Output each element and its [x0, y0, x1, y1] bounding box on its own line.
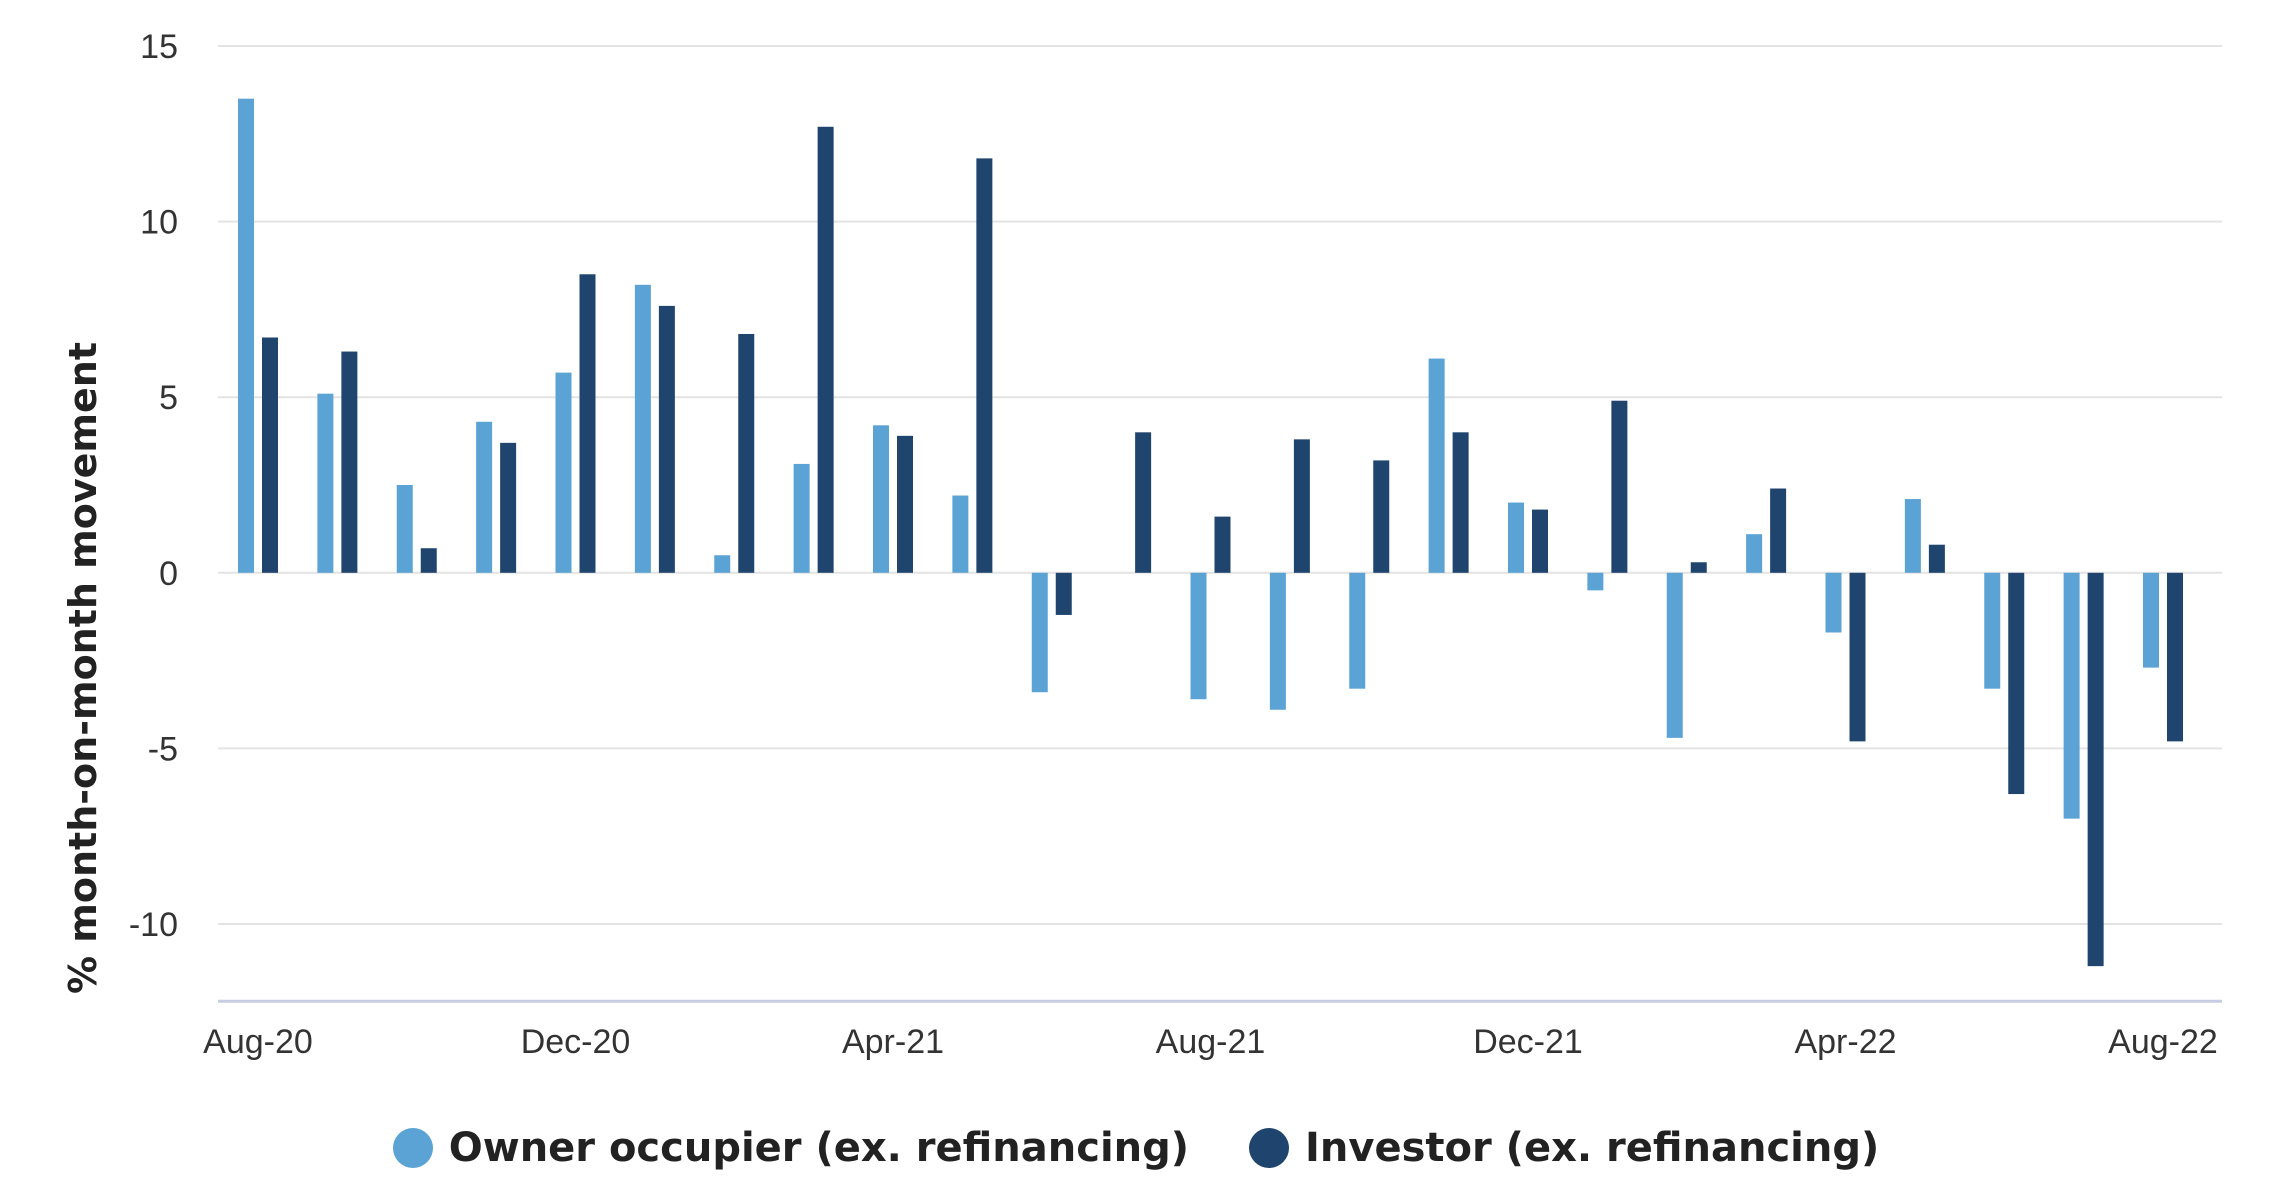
owner-occupier-bar — [1587, 572, 1604, 591]
owner-occupier-bar — [634, 284, 651, 573]
owner-occupier-bar — [1508, 502, 1524, 573]
investor-bar — [817, 126, 834, 573]
owner-occupier-bar — [1031, 572, 1048, 693]
owner-occupier-bar — [317, 393, 334, 573]
investor-bar — [897, 435, 913, 573]
grid-lines — [218, 45, 2222, 925]
investor-bar — [738, 333, 755, 573]
owner-occupier-bar — [1428, 358, 1445, 573]
investor-bar — [2008, 572, 2025, 795]
y-tick-label: -10 — [129, 906, 178, 944]
owner-occupier-series — [238, 98, 2159, 819]
x-tick-label: Apr-22 — [1794, 1023, 1896, 1061]
owner-occupier-bar — [238, 98, 254, 573]
investor-bar — [579, 274, 596, 573]
x-tick-label: Aug-22 — [2108, 1023, 2218, 1061]
owner-occupier-bar — [1984, 572, 2001, 689]
owner-occupier-bar — [1190, 572, 1207, 700]
investor-bar — [262, 337, 278, 573]
legend-item-owner-occupier[interactable]: Owner occupier (ex. refinancing) — [392, 1125, 1190, 1171]
investor-bar — [1611, 400, 1628, 573]
owner-occupier-bar — [1349, 572, 1366, 689]
owner-occupier-bar — [793, 463, 810, 573]
legend-label-investor: Investor (ex. refinancing) — [1305, 1125, 1880, 1171]
owner-occupier-bar — [2063, 572, 2080, 819]
owner-occupier-bar — [1666, 572, 1683, 738]
y-tick-label: -5 — [148, 730, 178, 768]
investor-bar — [2167, 572, 2183, 742]
y-tick-label: 10 — [140, 204, 178, 242]
owner-occupier-bar — [1746, 534, 1763, 573]
x-tick-label: Dec-21 — [1473, 1023, 1583, 1061]
owner-occupier-bar — [396, 485, 413, 573]
investor-bar — [1928, 544, 1945, 573]
investor-bar — [1849, 572, 1866, 742]
investor-bar — [1135, 432, 1152, 573]
investor-bar — [1214, 516, 1231, 573]
investor-bar — [420, 548, 437, 573]
owner-occupier-bar — [873, 425, 889, 573]
investor-bar — [1293, 439, 1310, 573]
investor-bar — [1532, 509, 1548, 573]
y-tick-label: 5 — [159, 379, 178, 417]
owner-occupier-bar — [952, 495, 969, 573]
owner-occupier-bar — [1904, 499, 1921, 573]
investor-bar — [1373, 460, 1390, 573]
legend-label-owner-occupier: Owner occupier (ex. refinancing) — [448, 1125, 1190, 1171]
x-axis-ticks: Aug-20 Dec-20 Apr-21 Aug-21 Dec-21 Apr-22 Aug-… — [203, 1023, 2218, 1061]
legend-item-investor[interactable]: Investor (ex. refinancing) — [1249, 1125, 1879, 1171]
owner-occupier-bar — [555, 372, 572, 573]
investor-bar — [976, 158, 993, 573]
investor-bar — [1055, 572, 1072, 615]
x-tick-label: Apr-21 — [842, 1023, 944, 1061]
legend-swatch-owner-occupier — [392, 1128, 433, 1168]
y-axis-label: % month-on-month movement — [61, 342, 105, 994]
investor-bar — [1770, 488, 1787, 573]
y-tick-label: 15 — [140, 28, 178, 66]
investor-bar — [1452, 432, 1469, 573]
investor-series — [262, 126, 2183, 967]
investor-bar — [658, 305, 675, 573]
y-axis-ticks: 15 10 5 0 -5 -10 — [129, 28, 178, 944]
legend: Owner occupier (ex. refinancing) Investo… — [0, 1125, 2272, 1171]
legend-swatch-investor — [1249, 1128, 1290, 1168]
owner-occupier-bar — [1269, 572, 1286, 710]
investor-bar — [500, 442, 517, 573]
owner-occupier-bar — [476, 421, 493, 573]
owner-occupier-bar — [1825, 572, 1842, 633]
investor-bar — [2087, 572, 2104, 967]
y-tick-label: 0 — [159, 555, 178, 593]
x-tick-label: Aug-20 — [203, 1023, 313, 1061]
x-tick-label: Dec-20 — [521, 1023, 631, 1061]
investor-bar — [341, 351, 358, 573]
investor-bar — [1690, 562, 1707, 573]
owner-occupier-bar — [2143, 572, 2159, 668]
owner-occupier-bar — [714, 555, 731, 573]
x-tick-label: Aug-21 — [1156, 1023, 1266, 1061]
